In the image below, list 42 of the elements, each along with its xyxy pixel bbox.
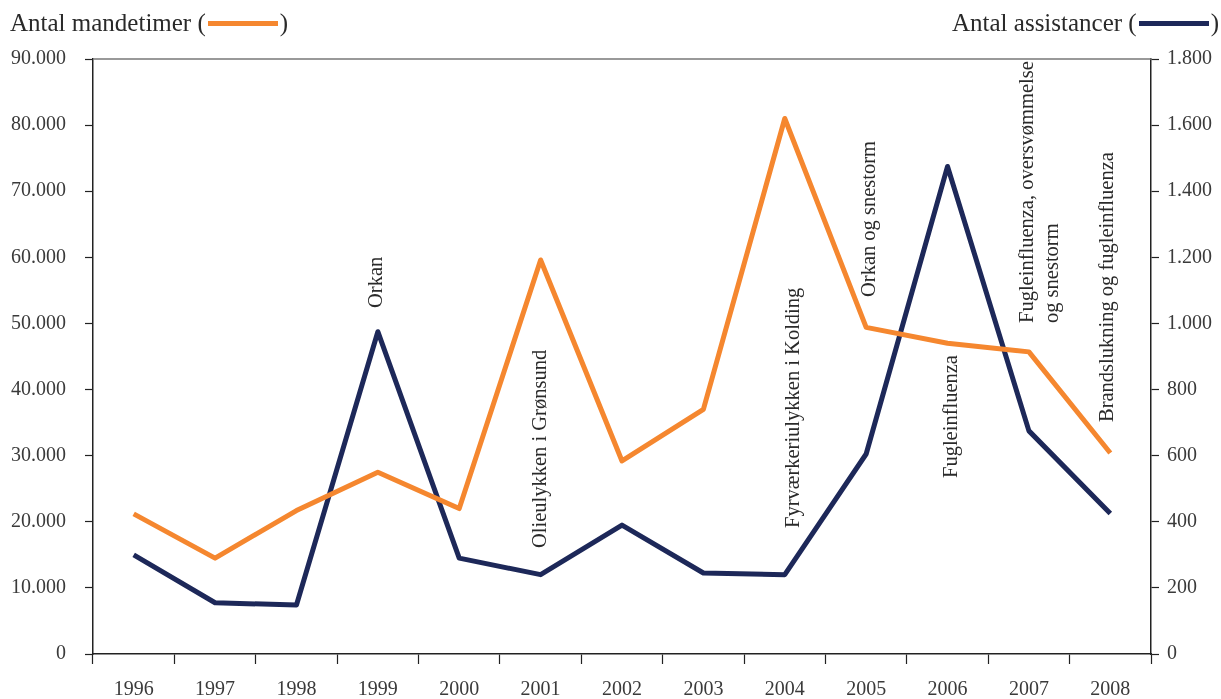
text: Antal assistancer ( )	[952, 9, 1219, 36]
y-tick-label: 40.000	[11, 376, 66, 399]
annotation: Fugleinfluenza	[939, 355, 963, 478]
y-tick-label: 90.000	[11, 46, 66, 69]
x-tick-label: 2001	[520, 677, 561, 699]
x-tick-label: 2005	[846, 677, 887, 699]
y2-tick-label: 1.000	[1167, 310, 1212, 333]
annotation: Brandslukning og fugleinfluenza	[1095, 152, 1119, 422]
y2-tick-label: 400	[1167, 509, 1197, 532]
y2-tick-label: 1.200	[1167, 244, 1212, 267]
y-tick-label: 10.000	[11, 575, 66, 598]
y-tick-label: 50.000	[11, 310, 66, 333]
annotation: Orkan	[364, 256, 387, 308]
y-tick-label: 60.000	[11, 244, 66, 267]
y2-tick-label: 1.600	[1167, 112, 1212, 135]
x-tick-label: 1998	[276, 677, 317, 699]
y2-tick-label: 800	[1167, 376, 1197, 399]
x-tick-label: 1999	[357, 677, 398, 699]
annotation: Orkan og snestorm	[857, 140, 881, 297]
y-tick-label: 70.000	[11, 178, 66, 201]
y-tick-label: 20.000	[11, 509, 66, 532]
y-tick-label: 0	[56, 641, 66, 664]
annotation: Fugleinfluenza, oversvømmelse og snestorm	[1014, 61, 1063, 323]
annotation: Fyrværkeriulykken i Kolding	[781, 287, 805, 528]
y2-tick-label: 600	[1167, 442, 1197, 465]
x-tick-label: 2007	[1008, 677, 1049, 699]
x-tick-label: 2004	[764, 677, 805, 699]
y2-tick-label: 200	[1167, 575, 1197, 598]
x-tick-label: 2003	[683, 677, 724, 699]
x-tick-label: 2002	[602, 677, 642, 699]
x-tick-label: 2008	[1090, 677, 1131, 699]
text: Antal mandetimer ( )	[10, 9, 289, 36]
x-tick-label: 1996	[113, 677, 154, 699]
y-tick-label: 80.000	[11, 112, 66, 135]
x-tick-label: 2006	[927, 677, 968, 699]
y2-tick-label: 1.400	[1167, 178, 1212, 201]
x-tick-label: 2000	[439, 677, 480, 699]
y2-tick-label: 0	[1167, 641, 1177, 664]
y2-tick-label: 1.800	[1167, 46, 1212, 69]
annotation: Olieulykken i Grønsund	[528, 349, 552, 548]
x-tick-label: 1997	[195, 677, 236, 699]
y-tick-label: 30.000	[11, 442, 66, 465]
